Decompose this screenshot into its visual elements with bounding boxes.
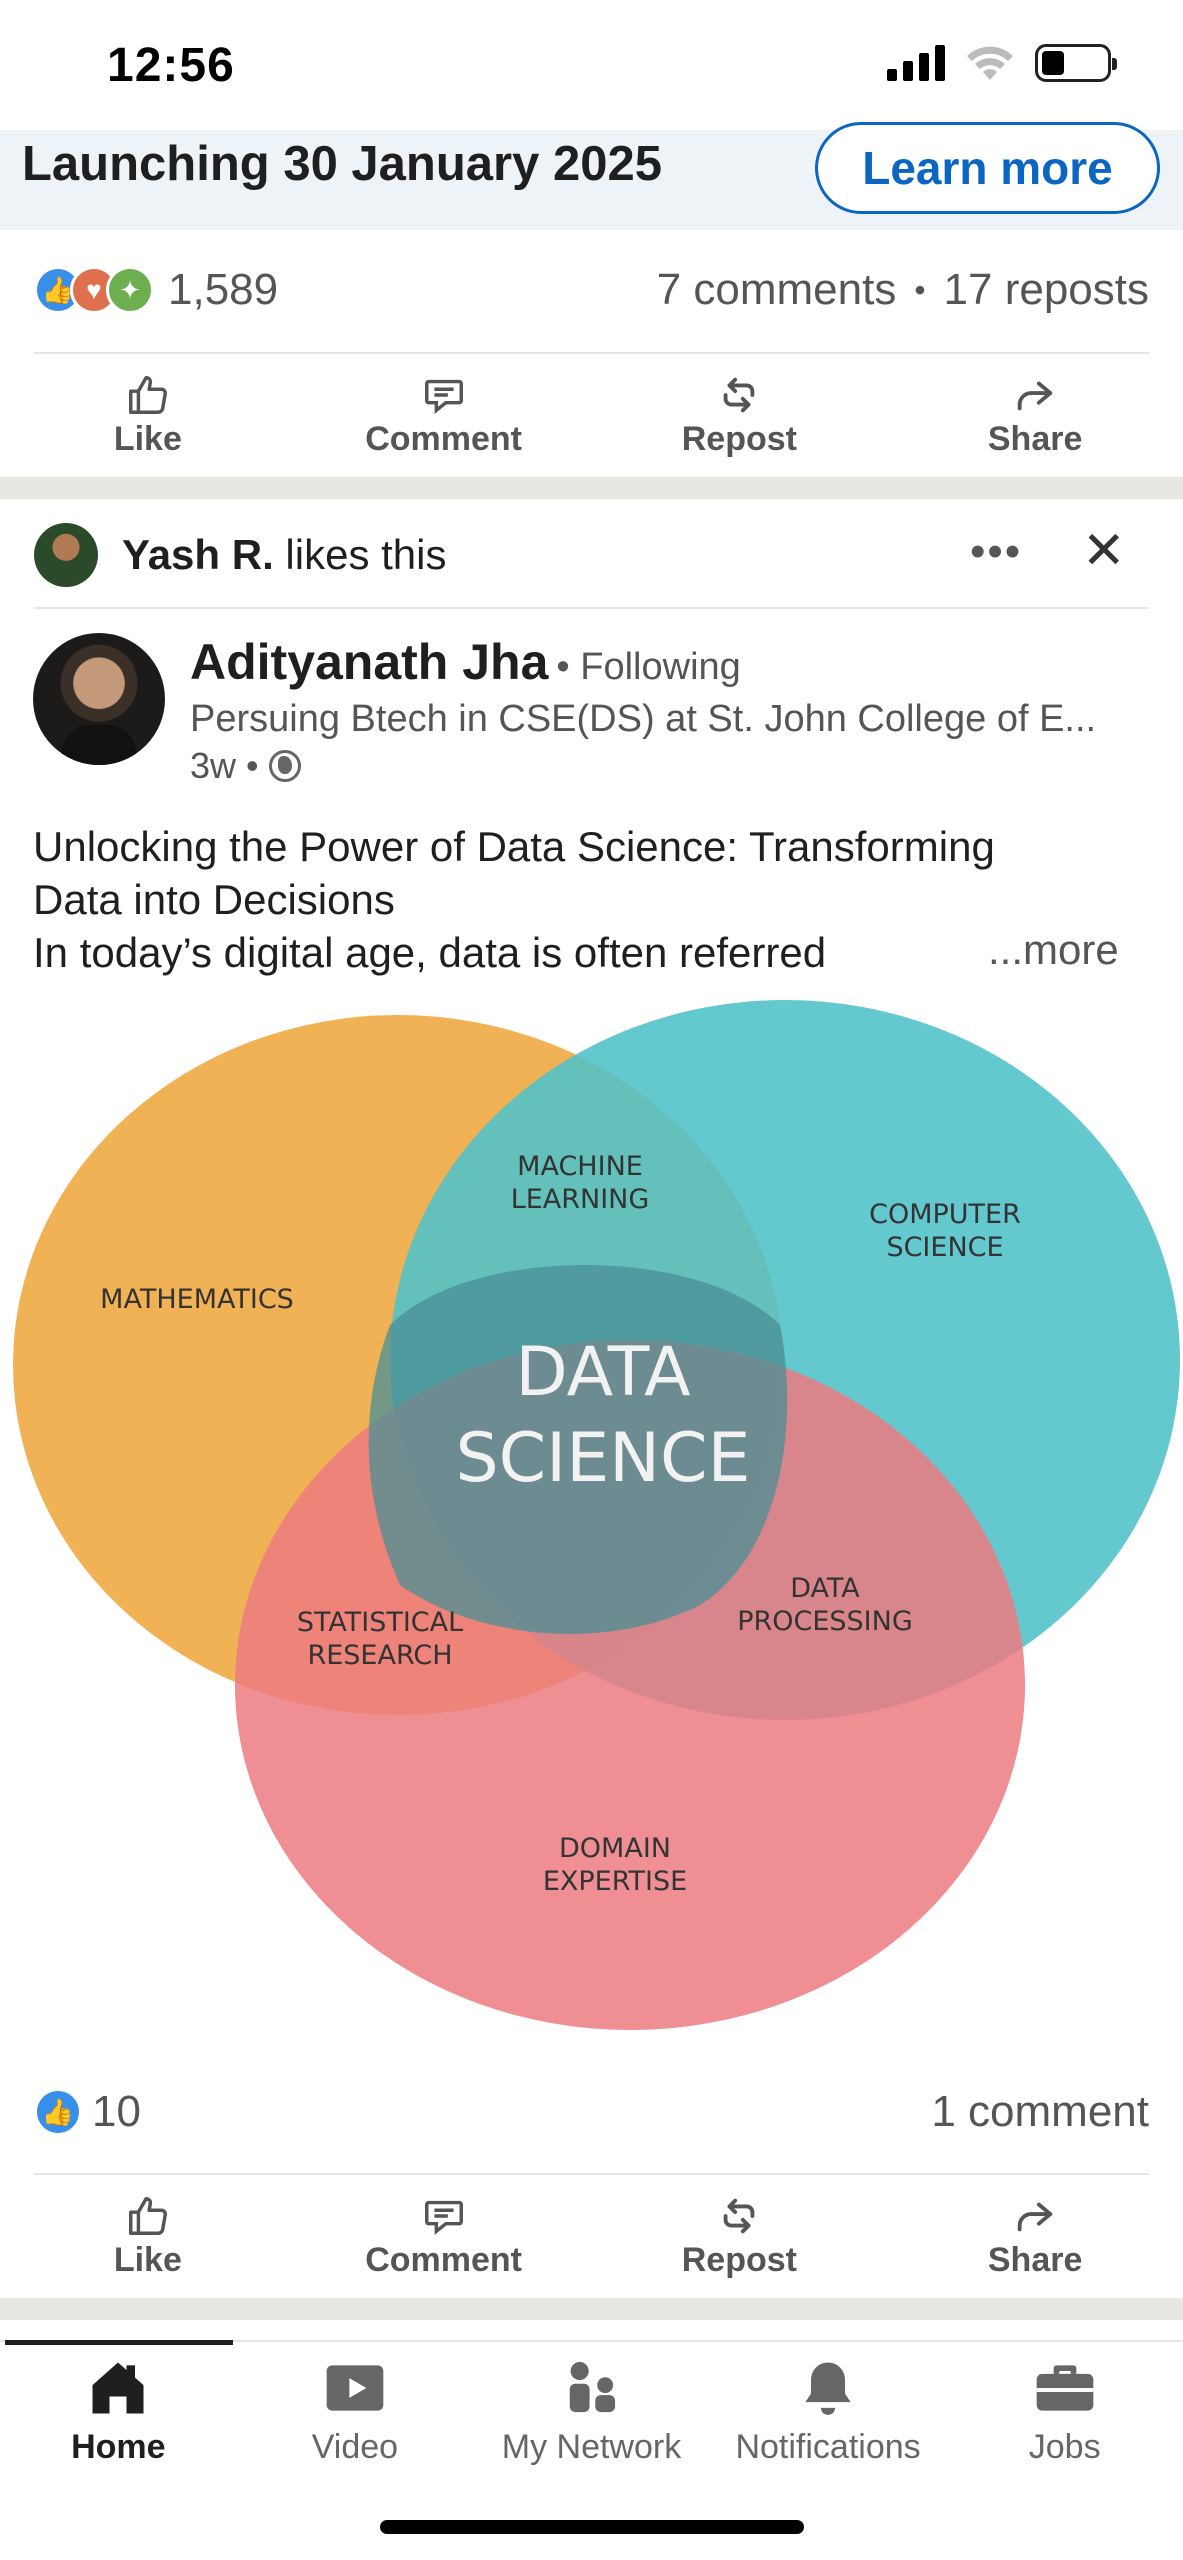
promo-text: Launching 30 January 2025 [22, 137, 662, 191]
repost-label: Repost [681, 419, 797, 458]
divider [34, 352, 1149, 354]
nav-label: Video [311, 2428, 399, 2466]
repost-button[interactable]: Repost [592, 355, 888, 475]
data-science-label: DATA SCIENCE [456, 1333, 751, 1498]
post-action-bar: Like Comment Repost Share [0, 2176, 1183, 2296]
globe-icon [268, 750, 301, 782]
home-indicator[interactable] [380, 2520, 804, 2534]
nav-label: Jobs [1028, 2428, 1101, 2466]
nav-active-indicator [5, 2340, 233, 2345]
bottom-nav: Home Video My Network Notifications Jobs [0, 2340, 1183, 2560]
like-label: Like [113, 419, 182, 458]
status-time: 12:56 [107, 39, 235, 92]
post-image[interactable]: MACHINE LEARNING COMPUTER SCIENCE MATHEMAT… [0, 995, 1183, 2055]
post-author: Adityanath Jha • Following Persuing Btech… [0, 625, 1183, 795]
reposts-count[interactable]: 17 reposts [943, 265, 1149, 314]
bell-icon [805, 2362, 851, 2415]
share-icon [1017, 2202, 1053, 2231]
comment-icon [424, 379, 463, 414]
comments-count[interactable]: 1 comment [931, 2087, 1149, 2136]
post-stats-row: 👍 10 1 comment [0, 2062, 1183, 2162]
share-button[interactable]: Share [887, 2176, 1183, 2296]
mathematics-label: MATHEMATICS [100, 1284, 294, 1315]
cellular-signal-icon [887, 45, 945, 81]
insightful-reaction-icon: ✦ [106, 266, 154, 314]
learn-more-button[interactable]: Learn more [815, 122, 1160, 214]
post-text-line: Data into Decisions [33, 876, 395, 923]
share-label: Share [987, 419, 1083, 458]
social-context-row: Yash R. likes this ••• ✕ [0, 505, 1183, 605]
video-icon [326, 2365, 384, 2411]
share-label: Share [987, 2240, 1083, 2279]
context-name[interactable]: Yash R. [122, 531, 274, 578]
following-label: • Following [556, 646, 741, 688]
stats-separator: • [914, 271, 926, 308]
repost-label: Repost [681, 2240, 797, 2279]
nav-notifications[interactable]: Notifications [710, 2354, 947, 2467]
repost-button[interactable]: Repost [592, 2176, 888, 2296]
status-icons [887, 44, 1117, 82]
like-label: Like [113, 2240, 182, 2279]
author-avatar[interactable] [33, 633, 165, 765]
reaction-stack[interactable]: 👍 ♥ ✦ [34, 266, 154, 314]
repost-icon [724, 377, 755, 412]
post-meta: 3w • [190, 745, 301, 787]
nav-label: Home [71, 2428, 166, 2466]
post-text-line: Unlocking the Power of Data Science: Tra… [33, 823, 995, 870]
machine-learning-label: MACHINE LEARNING [511, 1151, 650, 1215]
comment-button[interactable]: Comment [296, 2176, 592, 2296]
author-headline: Persuing Btech in CSE(DS) at St. John Co… [190, 698, 1097, 740]
thumbs-up-icon [128, 375, 167, 414]
reaction-count[interactable]: 10 [92, 2087, 141, 2136]
post-time: 3w • [190, 745, 259, 786]
briefcase-icon [1036, 2365, 1094, 2411]
my-network-icon [570, 2361, 616, 2413]
like-button[interactable]: Like [0, 2176, 296, 2296]
nav-home[interactable]: Home [0, 2354, 237, 2467]
domain-expertise-label: DOMAIN EXPERTISE [543, 1833, 687, 1897]
computer-science-label: COMPUTER SCIENCE [869, 1199, 1021, 1263]
share-icon [1017, 381, 1053, 410]
wifi-icon [967, 46, 1013, 80]
venn-diagram: MACHINE LEARNING COMPUTER SCIENCE MATHEMAT… [13, 1000, 1180, 2030]
nav-my-network[interactable]: My Network [473, 2354, 710, 2467]
reaction-count[interactable]: 1,589 [168, 265, 279, 314]
more-options-icon[interactable]: ••• [970, 527, 1023, 576]
divider [34, 607, 1149, 609]
nav-jobs[interactable]: Jobs [946, 2354, 1183, 2467]
like-button[interactable]: Like [0, 355, 296, 475]
comment-label: Comment [365, 419, 523, 458]
thumbs-up-icon [128, 2196, 167, 2235]
context-suffix: likes this [285, 531, 447, 578]
nav-label: Notifications [735, 2428, 921, 2466]
author-name[interactable]: Adityanath Jha [190, 634, 549, 690]
status-bar: 12:56 [0, 0, 1183, 130]
comment-label: Comment [365, 2240, 523, 2279]
comment-icon [424, 2200, 463, 2235]
close-icon[interactable]: ✕ [1082, 522, 1126, 580]
battery-icon [1035, 44, 1117, 82]
statistical-research-label: STATISTICAL RESEARCH [297, 1607, 463, 1671]
comment-button[interactable]: Comment [296, 355, 592, 475]
feed-separator [0, 477, 1183, 499]
nav-video[interactable]: Video [237, 2354, 474, 2467]
post-stats-row: 👍 ♥ ✦ 1,589 7 comments • 17 reposts [0, 240, 1183, 340]
repost-icon [724, 2198, 755, 2233]
nav-label: My Network [501, 2428, 682, 2466]
see-more-link[interactable]: ...more [988, 926, 1119, 973]
data-processing-label: DATA PROCESSING [737, 1573, 913, 1637]
like-reaction-icon: 👍 [34, 2088, 82, 2136]
avatar[interactable] [34, 523, 98, 587]
promo-banner: Launching 30 January 2025 Learn more [0, 122, 1183, 230]
post-action-bar: Like Comment Repost Share [0, 355, 1183, 475]
divider [34, 2173, 1149, 2175]
reaction-stack[interactable]: 👍 [34, 2088, 82, 2136]
home-icon [92, 2362, 144, 2414]
comments-count[interactable]: 7 comments [656, 265, 897, 314]
post-text-line: In today’s digital age, data is often re… [33, 929, 827, 976]
feed-separator [0, 2298, 1183, 2320]
data-science-overlap [368, 1265, 788, 1634]
share-button[interactable]: Share [887, 355, 1183, 475]
post-text: Unlocking the Power of Data Science: Tra… [33, 820, 1153, 979]
